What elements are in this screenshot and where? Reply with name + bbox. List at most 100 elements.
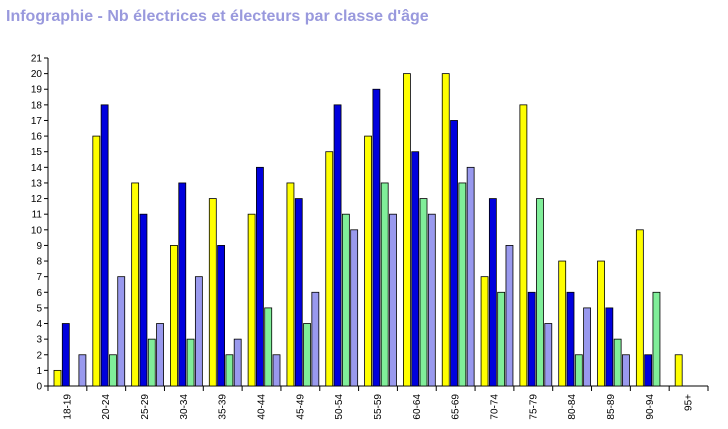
- x-tick-label: 70-74: [489, 394, 500, 420]
- x-tick-label: 45-49: [295, 394, 306, 420]
- y-tick-label: 8: [36, 257, 42, 268]
- y-tick-label: 7: [36, 272, 42, 283]
- chart-title: Infographie - Nb électrices et électeurs…: [6, 8, 429, 25]
- y-tick-label: 11: [32, 210, 43, 221]
- bar: [186, 338, 195, 387]
- chart-bars: [53, 73, 683, 387]
- y-tick-label: 10: [31, 225, 43, 236]
- y-tick-label: 21: [31, 54, 43, 65]
- y-tick-label: 17: [31, 116, 43, 127]
- bar: [100, 104, 109, 387]
- x-tick-label: 80-84: [567, 394, 578, 420]
- y-tick-label: 13: [31, 178, 43, 189]
- bar: [544, 323, 553, 387]
- y-tick-label: 1: [36, 366, 42, 377]
- bar: [427, 213, 436, 387]
- bar: [652, 291, 661, 387]
- bar: [441, 73, 450, 387]
- bar: [350, 229, 359, 387]
- bar: [311, 291, 320, 387]
- y-tick-label: 2: [36, 350, 42, 361]
- bar: [635, 229, 644, 387]
- bar: [208, 198, 217, 387]
- y-tick-label: 14: [31, 163, 43, 174]
- bar: [419, 198, 428, 387]
- y-tick-label: 15: [31, 147, 43, 158]
- bar: [333, 104, 342, 387]
- bar: [225, 354, 234, 387]
- bar: [217, 245, 225, 387]
- bar: [264, 307, 273, 387]
- x-tick-label: 75-79: [528, 394, 539, 420]
- bar: [256, 166, 264, 387]
- x-tick-label: 18-19: [62, 394, 73, 420]
- x-tick-label: 85-89: [606, 394, 617, 420]
- y-tick-label: 19: [31, 85, 43, 96]
- bar: [613, 338, 622, 387]
- x-tick-label: 95+: [684, 394, 695, 411]
- bar: [178, 182, 187, 387]
- bar: [325, 151, 334, 387]
- y-tick-label: 20: [31, 69, 43, 80]
- bar: [558, 260, 567, 387]
- bar: [403, 73, 411, 387]
- y-tick-label: 5: [36, 303, 42, 314]
- bar: [466, 166, 475, 387]
- bar: [583, 307, 592, 387]
- bar: [147, 338, 156, 387]
- bar: [622, 354, 630, 387]
- bar: [605, 307, 614, 387]
- bar: [458, 182, 467, 387]
- bar: [61, 323, 70, 387]
- bar: [527, 291, 536, 387]
- x-tick-label: 60-64: [412, 394, 423, 420]
- bar: [497, 291, 506, 387]
- bar: [139, 213, 148, 387]
- bar: [519, 104, 528, 387]
- bar: [674, 354, 683, 387]
- y-tick-label: 4: [36, 319, 42, 330]
- y-tick-label: 12: [31, 194, 43, 205]
- x-tick-label: 50-54: [334, 394, 345, 420]
- bar: [341, 213, 350, 387]
- bar: [117, 276, 126, 387]
- bar: [644, 354, 653, 387]
- x-tick-label: 55-59: [373, 394, 384, 420]
- bar: [156, 323, 164, 387]
- bar: [372, 88, 381, 387]
- y-tick-label: 3: [36, 335, 42, 346]
- bar: [364, 135, 372, 387]
- bar: [450, 120, 458, 387]
- bar: [170, 245, 178, 387]
- y-tick-label: 0: [36, 382, 42, 393]
- bar: [566, 291, 575, 387]
- bar: [389, 213, 397, 387]
- bar: [78, 354, 87, 387]
- bar: [233, 338, 242, 387]
- bar: [597, 260, 605, 387]
- x-tick-label: 35-39: [218, 394, 229, 420]
- y-tick-label: 6: [36, 288, 42, 299]
- bar: [272, 354, 281, 387]
- bar: [488, 198, 497, 387]
- bar: [247, 213, 256, 387]
- bar: [53, 369, 62, 387]
- x-tick-label: 65-69: [451, 394, 462, 420]
- bar: [411, 151, 420, 387]
- y-tick-label: 9: [36, 241, 42, 252]
- y-tick-label: 18: [31, 100, 43, 111]
- x-tick-label: 30-34: [179, 394, 190, 420]
- bar: [303, 323, 311, 387]
- bar: [536, 198, 544, 387]
- bar: [380, 182, 389, 387]
- bar: [574, 354, 583, 387]
- bar: [109, 354, 117, 387]
- bar: [131, 182, 140, 387]
- x-tick-label: 25-29: [140, 394, 151, 420]
- x-tick-label: 90-94: [645, 394, 656, 420]
- bar: [480, 276, 489, 387]
- bar: [194, 276, 203, 387]
- x-tick-label: 40-44: [257, 394, 268, 420]
